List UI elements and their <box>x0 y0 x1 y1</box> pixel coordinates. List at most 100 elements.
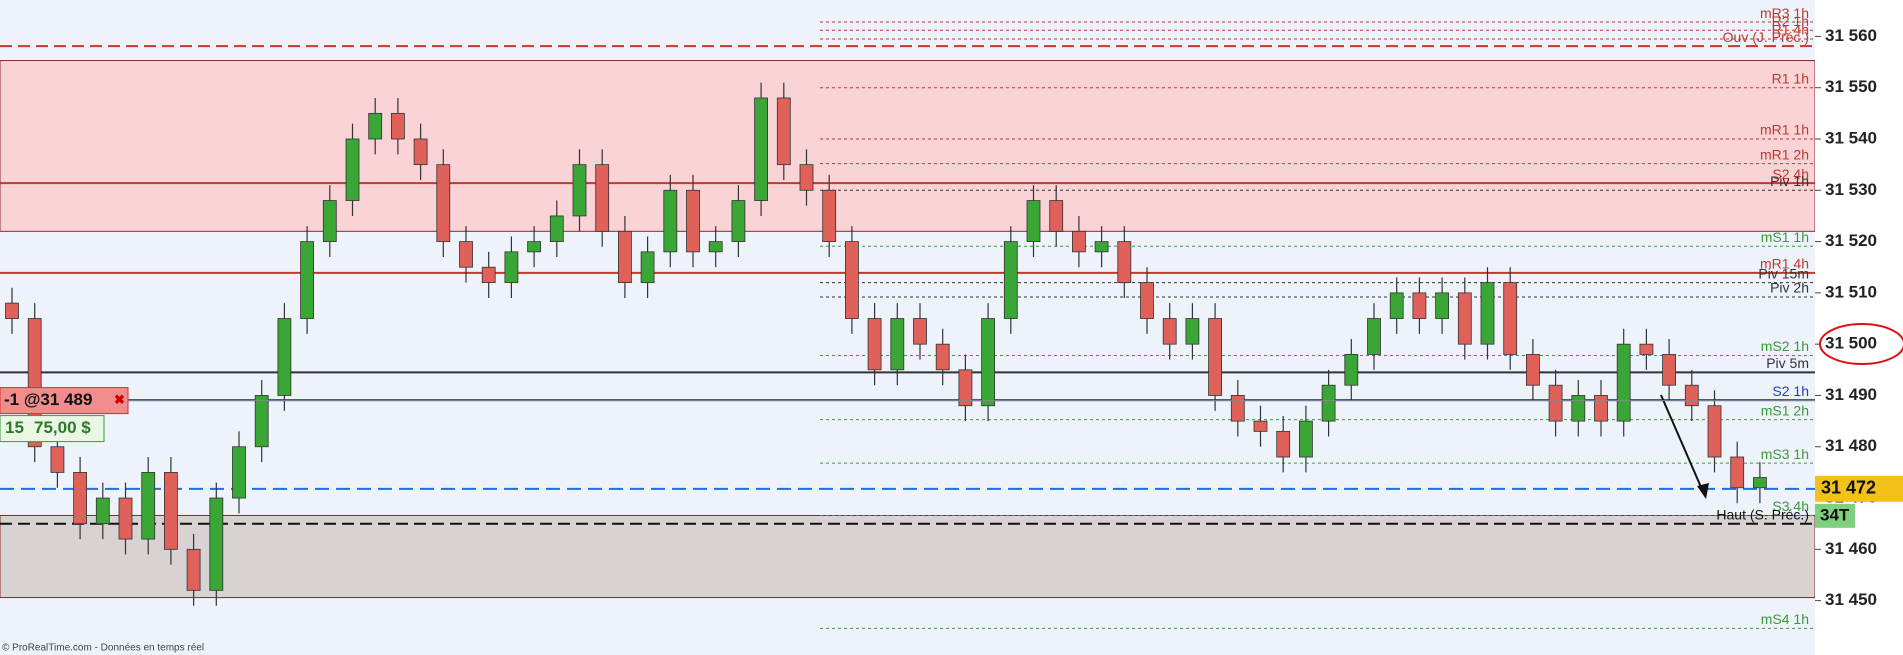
candle-body <box>209 497 224 591</box>
candle-body <box>913 318 927 345</box>
y-tick-label: 31 520 <box>1825 231 1877 250</box>
candle-body <box>1276 430 1291 458</box>
y-tick-label: 31 560 <box>1825 26 1877 45</box>
candle-body <box>618 230 632 284</box>
candle-body <box>1094 241 1109 253</box>
candle-body <box>1140 282 1154 319</box>
candle-body <box>1730 456 1745 489</box>
candle-body <box>1117 241 1132 284</box>
level-label: R1 4h <box>1772 22 1809 38</box>
candle-body <box>527 241 541 253</box>
candle-body <box>1003 241 1018 319</box>
y-tick-label: 31 480 <box>1825 436 1877 455</box>
annotation-arrow <box>1660 394 1705 495</box>
candle-body <box>1753 477 1767 489</box>
order-close: ✖ <box>114 392 125 407</box>
position-box <box>0 415 105 443</box>
candle-body <box>595 164 610 232</box>
level-label: mR1 1h <box>1760 122 1809 138</box>
candle-body <box>436 164 451 242</box>
level-label: Piv 1h <box>1770 173 1809 189</box>
level-label: Piv 5m <box>1766 355 1809 371</box>
candle-body <box>73 472 87 525</box>
candle-body <box>277 318 292 396</box>
candle-body <box>1185 318 1200 345</box>
footer: © ProRealTime.com - Données en temps rée… <box>2 643 204 654</box>
candle-body <box>1299 420 1313 458</box>
candle-body <box>958 369 973 407</box>
candle-body <box>1208 318 1222 396</box>
candle-body <box>799 164 814 191</box>
level-label: mR3 1h <box>1760 5 1809 21</box>
y-tick-label: 31 540 <box>1825 128 1877 147</box>
candle-body <box>504 251 519 284</box>
level-label: mS1 2h <box>1761 402 1809 418</box>
zone <box>0 514 1816 599</box>
candle-body <box>1026 200 1041 242</box>
candle-body <box>754 97 768 201</box>
candle-body <box>390 112 405 140</box>
level-label: mS4 1h <box>1761 611 1809 627</box>
candle-body <box>1662 354 1676 386</box>
level-label: Ouv (J. Préc.) <box>1723 29 1809 45</box>
arrow-head <box>1697 483 1709 499</box>
candle-body <box>1412 292 1427 319</box>
candle-body <box>867 318 882 371</box>
position-quantity: 15 <box>5 418 24 437</box>
order-box <box>0 387 129 415</box>
candle-body <box>300 241 315 319</box>
level-label: mS3 1h <box>1761 446 1809 462</box>
candle-body <box>572 164 587 217</box>
level-label: Piv 15m <box>1758 265 1809 281</box>
candle-body <box>95 497 110 525</box>
level-label: R2 1h <box>1772 13 1809 29</box>
candle-body <box>1526 354 1540 386</box>
position-pnl: 75,00 $ <box>34 418 91 437</box>
candle-body <box>981 318 995 407</box>
level-label: S2 4h <box>1772 166 1809 182</box>
level-label: Piv 2h <box>1770 280 1809 296</box>
candle-body <box>322 200 337 242</box>
candle-body <box>1616 343 1631 422</box>
candle-body <box>163 472 178 550</box>
candle-body <box>1457 292 1472 345</box>
candle-body <box>1253 420 1268 432</box>
candle-body <box>1344 354 1359 386</box>
level-label: Haut (S. Préc.) <box>1716 506 1809 522</box>
candle-body <box>141 472 156 540</box>
candle-body <box>1594 395 1608 422</box>
candle-body <box>1684 384 1699 407</box>
y-tick-label: 31 530 <box>1825 180 1877 199</box>
level-label: mR1 2h <box>1760 146 1809 162</box>
level-label: S2 1h <box>1772 383 1809 399</box>
candle-body <box>368 112 383 140</box>
candle-body <box>845 241 859 319</box>
zone <box>0 60 1816 232</box>
price-tag-label: 31 472 <box>1821 478 1876 498</box>
candle-body <box>686 189 700 253</box>
candle-body <box>1571 395 1586 422</box>
y-tick-label: 31 510 <box>1825 282 1877 301</box>
candle-body <box>822 189 837 242</box>
candle-body <box>1321 384 1336 422</box>
bar-count-box <box>1815 503 1855 528</box>
candle-body <box>1707 405 1722 458</box>
candle-body <box>549 215 564 242</box>
candle-body <box>413 138 428 166</box>
candle-body <box>1435 292 1449 319</box>
bar-count: 34T <box>1820 505 1850 524</box>
candle-body <box>481 266 496 284</box>
candle-body <box>640 251 655 284</box>
y-tick-label: 31 460 <box>1825 539 1877 558</box>
highlight-circle <box>1819 323 1903 365</box>
candle-body <box>232 446 246 499</box>
candle-body <box>1367 318 1381 355</box>
candle-body <box>1072 230 1086 253</box>
order-label: -1 @31 489 <box>4 390 92 409</box>
candle-body <box>663 189 678 253</box>
y-tick-label: 31 500 <box>1825 334 1877 353</box>
level-label: mS1 1h <box>1761 229 1809 245</box>
candle-body <box>890 318 905 371</box>
candle-body <box>708 241 723 253</box>
